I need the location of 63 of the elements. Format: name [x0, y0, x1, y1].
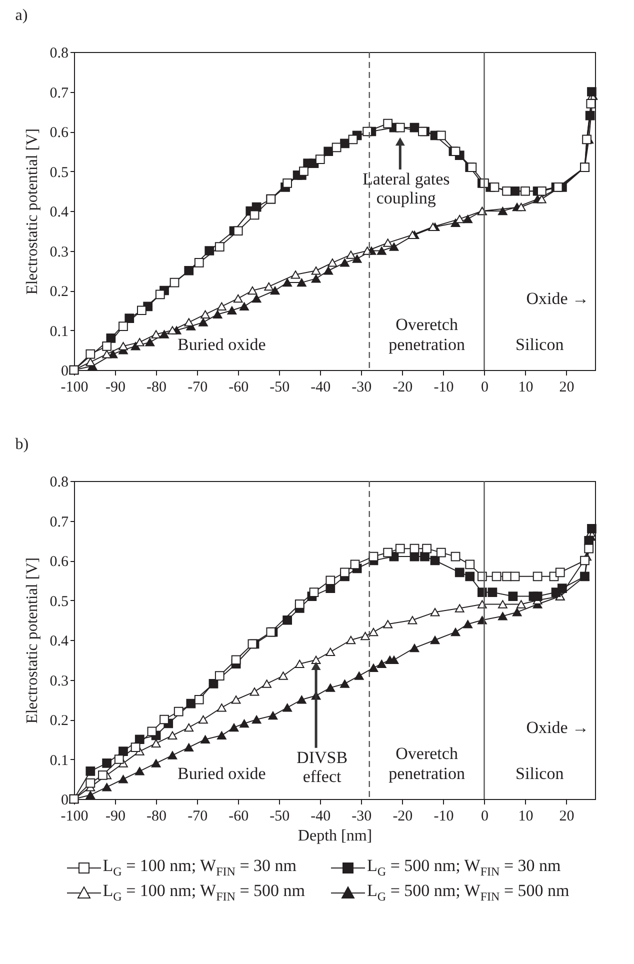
x-tick-label: -40: [310, 380, 331, 396]
x-tick-label: 20: [559, 808, 574, 824]
x-tick-label: -90: [106, 380, 126, 396]
x-tick-label: -100: [60, 380, 88, 396]
y-tick-label: 0: [61, 364, 68, 380]
y-tick-label: 0.8: [50, 46, 68, 62]
annotation: Oxide →: [526, 718, 589, 737]
y-tick-label: 0.2: [50, 284, 68, 300]
y-tick-label: 0: [61, 792, 68, 808]
x-tick-label: 10: [518, 380, 534, 396]
x-tick-label: -60: [228, 380, 249, 396]
y-tick-label: 0.5: [50, 164, 68, 181]
x-axis-title: Depth [nm]: [298, 828, 372, 844]
annotation: Overetch penetration: [388, 315, 466, 354]
x-tick-label: -70: [188, 380, 208, 396]
y-tick-label: 0.5: [50, 594, 68, 610]
x-tick-label: -30: [352, 808, 372, 824]
annotation: Silicon: [516, 335, 564, 354]
x-tick-label: -90: [106, 808, 126, 824]
legend-label: L$_{G}$ = 100 nm; W$_{FIN}$ = 500 nm: [102, 881, 305, 905]
legend-label: L$_{G}$ = 500 nm; W$_{FIN}$ = 30 nm: [367, 856, 561, 880]
y-tick-label: 0.3: [50, 244, 68, 260]
x-tick-label: -70: [188, 808, 208, 824]
annotation: Oxide →: [526, 289, 589, 308]
x-tick-label: -80: [146, 808, 167, 824]
x-tick-label: -30: [352, 380, 372, 396]
chart-title: b): [15, 436, 29, 453]
y-tick-label: 0.6: [50, 125, 69, 141]
y-tick-label: 0.1: [50, 752, 68, 769]
annotation: Overetch penetration: [388, 744, 466, 783]
y-axis-title: Electrostatic potential [V]: [24, 557, 41, 724]
chart-title: a): [15, 7, 28, 24]
legend-label: L$_{G}$ = 500 nm; W$_{FIN}$ = 500 nm: [367, 881, 570, 905]
y-tick-label: 0.4: [50, 634, 69, 650]
x-tick-label: -10: [434, 808, 454, 824]
x-tick-label: -10: [434, 380, 454, 396]
x-tick-label: -50: [270, 808, 290, 824]
x-tick-label: 20: [559, 380, 574, 396]
y-tick-label: 0.7: [50, 514, 69, 530]
annotation: Silicon: [516, 764, 564, 783]
x-tick-label: -80: [146, 380, 167, 396]
y-tick-label: 0.6: [50, 554, 69, 570]
annotation: DIVSB effect: [296, 748, 348, 786]
y-tick-label: 0.7: [50, 85, 69, 102]
x-tick-label: -50: [270, 380, 290, 396]
y-tick-label: 0.2: [50, 713, 68, 729]
x-tick-label: -100: [60, 808, 88, 824]
y-tick-label: 0.3: [50, 673, 68, 690]
annotation: Buried oxide: [178, 335, 266, 354]
x-tick-label: 0: [480, 808, 488, 824]
y-axis-title: Electrostatic potential [V]: [24, 128, 41, 295]
x-tick-label: -20: [392, 380, 413, 396]
annotation: Lateral gates coupling: [362, 169, 450, 208]
x-tick-label: 10: [518, 808, 534, 824]
x-tick-label: -20: [392, 808, 413, 824]
x-tick-label: -40: [310, 808, 331, 824]
x-tick-label: -60: [228, 808, 249, 824]
x-tick-label: 0: [480, 380, 488, 396]
annotation: Buried oxide: [178, 764, 266, 783]
legend-label: L$_{G}$ = 100 nm; W$_{FIN}$ = 30 nm: [102, 856, 296, 880]
y-tick-label: 0.4: [50, 204, 69, 220]
y-tick-label: 0.1: [50, 324, 68, 340]
y-tick-label: 0.8: [50, 474, 68, 490]
